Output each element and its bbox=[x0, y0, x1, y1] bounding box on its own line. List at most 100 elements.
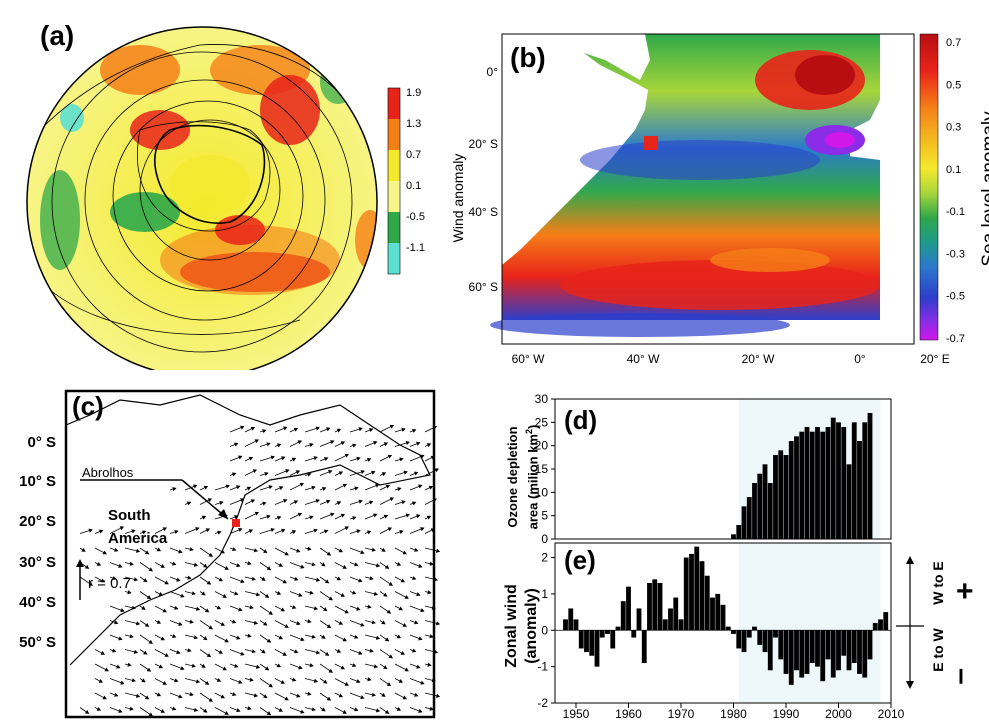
panel-b-x-tick: 20° W bbox=[742, 352, 775, 366]
wind-vector-head bbox=[276, 663, 282, 668]
zonal-wind-bar bbox=[762, 630, 768, 653]
wind-vector-head bbox=[369, 648, 374, 653]
ozone-bar bbox=[815, 427, 820, 539]
wind-vector-head bbox=[141, 678, 146, 683]
zonal-wind-bar bbox=[578, 630, 584, 649]
wind-vector-head bbox=[248, 529, 254, 534]
wind-vector-head bbox=[206, 653, 212, 658]
wind-vector-head bbox=[336, 428, 342, 433]
wind-vector-head bbox=[356, 606, 361, 611]
wind-vector-head bbox=[397, 487, 402, 492]
wind-vector-head bbox=[420, 680, 425, 685]
wind-vector-head bbox=[218, 577, 224, 582]
wind-vector-head bbox=[420, 454, 425, 459]
wind-vector-head bbox=[195, 606, 201, 611]
wind-vector-head bbox=[249, 605, 254, 610]
wind-vector-head bbox=[309, 515, 314, 520]
wind-vector-head bbox=[191, 591, 196, 596]
zonal-wind-bar bbox=[825, 630, 831, 660]
wind-vector-head bbox=[375, 483, 380, 488]
wind-vector-head bbox=[402, 695, 407, 700]
zonal-wind-bar bbox=[809, 630, 815, 663]
panel-a-field bbox=[27, 27, 377, 377]
panel-b-colorbar-tick: -0.7 bbox=[946, 333, 965, 345]
wind-vector-head bbox=[311, 485, 316, 490]
wind-vector-head bbox=[295, 470, 301, 475]
wind-vector-head bbox=[414, 692, 419, 697]
wind-vector-head bbox=[160, 709, 165, 713]
wind-vector-head bbox=[360, 550, 365, 555]
wind-vector-head bbox=[369, 576, 374, 581]
wind-vector-head bbox=[266, 566, 272, 571]
wind-vector-head bbox=[129, 561, 134, 566]
wind-vector-head bbox=[405, 513, 410, 518]
zonal-wind-bar bbox=[641, 630, 647, 663]
panel-c-y-tick: 10° S bbox=[19, 473, 56, 490]
wind-vector-head bbox=[252, 469, 258, 474]
wind-vector-head bbox=[98, 679, 104, 683]
wind-vector-head bbox=[358, 578, 363, 583]
wind-vector-head bbox=[129, 634, 134, 639]
wind-vector-head bbox=[328, 668, 333, 673]
wind-vector-head bbox=[266, 514, 271, 519]
wind-vector-head bbox=[356, 679, 361, 684]
wind-vector-head bbox=[300, 564, 305, 569]
wind-vector-head bbox=[352, 443, 357, 448]
colorbar-a-tick: -1.1 bbox=[406, 242, 425, 254]
wind-vector-head bbox=[240, 651, 245, 656]
panel-b-colorbar-tick: -0.1 bbox=[946, 206, 965, 218]
panel-b-field-ocean bbox=[490, 34, 890, 344]
wind-vector-head bbox=[291, 530, 297, 535]
wind-vector-head bbox=[336, 576, 342, 581]
panel-e-axes: 2 1 0 -1 -2 1950 1960 1970 1980 1990 2000 2010 bbox=[537, 551, 904, 721]
wind-vector-head bbox=[360, 470, 365, 475]
wind-vector-head bbox=[389, 497, 395, 502]
wind-vector-head bbox=[340, 593, 345, 597]
wind-vector-head bbox=[112, 576, 117, 581]
wind-vector-head bbox=[250, 499, 256, 504]
wind-vector-head bbox=[118, 563, 123, 568]
wind-vector-head bbox=[292, 605, 297, 610]
zonal-wind-bar bbox=[563, 619, 568, 631]
panel-e-y-tick: -2 bbox=[537, 696, 548, 710]
zonal-wind-bar bbox=[731, 630, 736, 634]
wind-vector-head bbox=[298, 665, 303, 670]
panel-c-label: (c) bbox=[72, 391, 104, 421]
zonal-wind-bar bbox=[867, 630, 873, 660]
panel-b-colorbar-tick: 0.3 bbox=[946, 122, 961, 134]
zonal-wind-bar bbox=[620, 601, 626, 631]
wind-vector-head bbox=[284, 624, 289, 628]
wind-vector-head bbox=[430, 455, 436, 460]
wind-vector-head bbox=[187, 648, 192, 653]
ozone-bar bbox=[862, 422, 868, 539]
wind-vector-head bbox=[255, 664, 261, 669]
wind-vector-head bbox=[127, 590, 132, 595]
ozone-bar bbox=[820, 431, 826, 539]
wind-vector-head bbox=[416, 514, 421, 519]
wind-vector-head bbox=[178, 621, 183, 626]
wind-vector-head bbox=[396, 634, 402, 639]
wind-vector-head bbox=[432, 498, 438, 503]
wind-vector-head bbox=[240, 579, 245, 584]
wind-vector-head bbox=[311, 634, 316, 639]
wind-vector-head bbox=[144, 622, 150, 627]
wind-vector-head bbox=[431, 605, 436, 610]
panel-e-minus-sign: – bbox=[946, 668, 979, 685]
wind-vector-head bbox=[131, 529, 136, 534]
wind-vector-head bbox=[354, 707, 359, 712]
wind-vector-head bbox=[400, 578, 405, 583]
wind-vector-head bbox=[180, 666, 185, 671]
panel-b-map: 60° W 40° W 20° W 0° 20° E0°20° S40° S60° S … bbox=[469, 33, 965, 366]
ozone-bar bbox=[783, 455, 789, 539]
panel-e-x-tick: 1980 bbox=[720, 707, 747, 719]
wind-vector-head bbox=[371, 470, 376, 475]
wind-vector-head bbox=[238, 607, 243, 612]
wind-vector-head bbox=[216, 677, 222, 682]
zonal-wind-bar bbox=[841, 630, 847, 656]
wind-vector-head bbox=[224, 711, 229, 715]
wind-vector-head bbox=[360, 695, 365, 700]
zonal-wind-bar bbox=[605, 630, 610, 634]
wind-vector-head bbox=[416, 664, 421, 669]
wind-vector-head bbox=[189, 619, 194, 624]
